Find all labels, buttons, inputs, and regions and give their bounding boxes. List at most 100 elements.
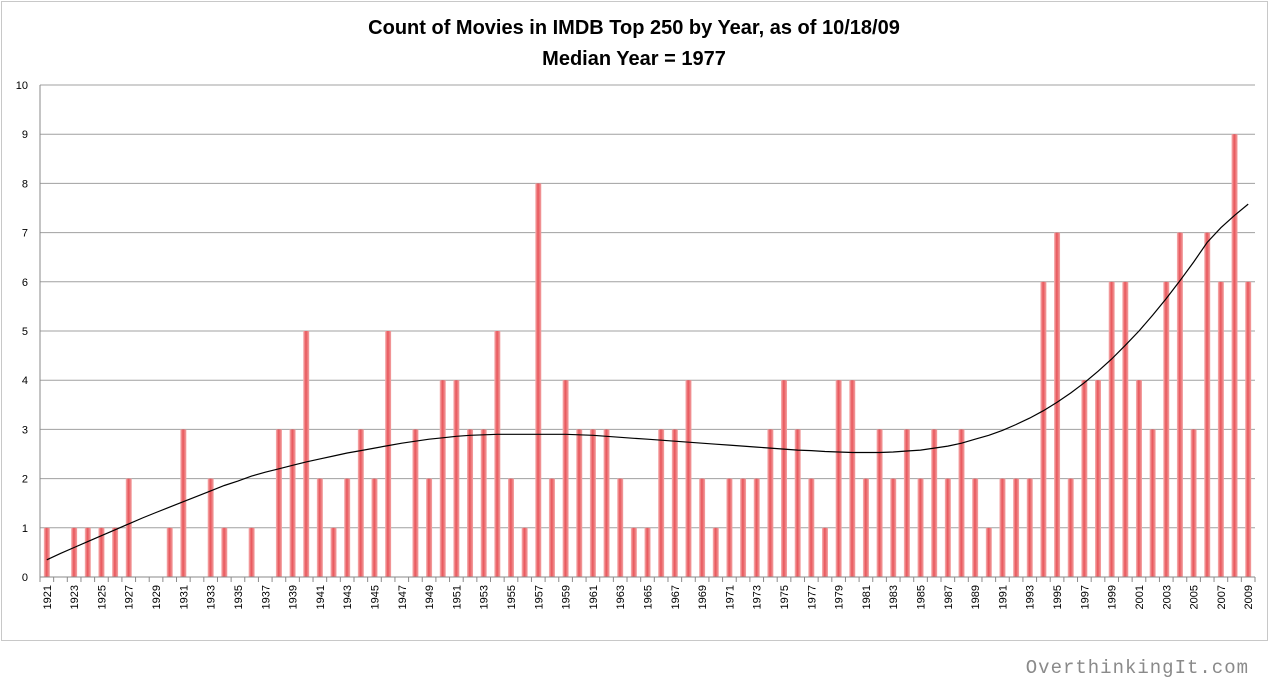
bar-1999	[1108, 281, 1115, 577]
bar-1921	[43, 527, 50, 577]
bar-1976	[794, 429, 801, 577]
x-tick-label: 1955	[506, 585, 518, 609]
trend-line	[46, 203, 1249, 561]
x-tick-label: 1953	[479, 585, 491, 609]
bar-1955	[507, 478, 514, 577]
bar-1972	[740, 478, 747, 577]
x-tick-label: 1981	[861, 585, 873, 609]
x-tick-label: 1959	[561, 585, 573, 609]
x-tick-label: 1989	[970, 585, 982, 609]
bar-1966	[658, 429, 665, 577]
y-tick-label: 8	[22, 178, 28, 190]
bar-1936	[248, 527, 255, 577]
bar-1997	[1081, 380, 1088, 577]
x-tick-label: 1937	[260, 585, 272, 609]
bar-1970	[712, 527, 719, 577]
bar-2006	[1204, 232, 1211, 577]
bar-1987	[944, 478, 951, 577]
x-tick-label: 1975	[779, 585, 791, 609]
x-axis-ticks: 1921 1923 1925 1927 1929 1931 1933 1935 1937 1939…	[42, 585, 1255, 609]
x-tick-label: 1995	[1052, 585, 1064, 609]
bar-1962	[603, 429, 610, 577]
bar-1960	[576, 429, 583, 577]
bar-1992	[1013, 478, 1020, 577]
bar-1945	[371, 478, 378, 577]
bar-2000	[1122, 281, 1129, 577]
bar-1985	[917, 478, 924, 577]
bar-1973	[753, 478, 760, 577]
bar-1927	[125, 478, 132, 577]
x-tick-label: 1925	[96, 585, 108, 609]
watermark: OverthinkingIt.com	[1025, 657, 1249, 679]
bar-1956	[521, 527, 528, 577]
x-tick-label: 1983	[888, 585, 900, 609]
bar-2001	[1135, 380, 1142, 577]
bar-1963	[617, 478, 624, 577]
bar-1974	[767, 429, 774, 577]
bar-1934	[221, 527, 228, 577]
bar-1982	[876, 429, 883, 577]
bar-2005	[1190, 429, 1197, 577]
x-tick-label: 1967	[670, 585, 682, 609]
bar-1968	[685, 380, 692, 577]
bar-1950	[439, 380, 446, 577]
bar-1931	[180, 429, 187, 577]
bar-1964	[630, 527, 637, 577]
bar-1994	[1040, 281, 1047, 577]
bar-2002	[1149, 429, 1156, 577]
y-tick-label: 2	[22, 474, 28, 486]
x-tick-label: 1987	[943, 585, 955, 609]
bar-1986	[931, 429, 938, 577]
x-tick-label: 1993	[1025, 585, 1037, 609]
bar-1954	[494, 331, 501, 577]
x-tick-label: 1945	[369, 585, 381, 609]
bar-1971	[726, 478, 733, 577]
x-tick-label: 1931	[178, 585, 190, 609]
bar-1948	[412, 429, 419, 577]
bar-1951	[453, 380, 460, 577]
chart-subtitle: Median Year = 1977	[542, 48, 726, 70]
x-tick-label: 2001	[1134, 585, 1146, 609]
x-tick-label: 2005	[1189, 585, 1201, 609]
y-tick-label: 6	[22, 277, 28, 289]
x-tick-label: 1941	[315, 585, 327, 609]
bar-1941	[316, 478, 323, 577]
bar-1965	[644, 527, 651, 577]
bar-1952	[467, 429, 474, 577]
x-tick-label: 1957	[533, 585, 545, 609]
bar-1983	[890, 478, 897, 577]
x-tick-label: 1943	[342, 585, 354, 609]
bar-1949	[426, 478, 433, 577]
bar-1967	[671, 429, 678, 577]
x-tick-label: 1961	[588, 585, 600, 609]
bar-1984	[903, 429, 910, 577]
bar-1944	[357, 429, 364, 577]
x-tick-label: 2009	[1243, 585, 1255, 609]
bar-1938	[275, 429, 282, 577]
x-tick-label: 1969	[697, 585, 709, 609]
x-tick-label: 2003	[1161, 585, 1173, 609]
x-tick-label: 1923	[69, 585, 81, 609]
bars	[43, 134, 1252, 577]
bar-1990	[985, 527, 992, 577]
x-tick-label: 1949	[424, 585, 436, 609]
bar-1961	[589, 429, 596, 577]
bar-1942	[330, 527, 337, 577]
bar-1988	[958, 429, 965, 577]
bar-1980	[849, 380, 856, 577]
y-tick-label: 5	[22, 326, 28, 338]
x-tick-label: 1979	[834, 585, 846, 609]
bar-2003	[1163, 281, 1170, 577]
bar-1995	[1054, 232, 1061, 577]
bar-2009	[1245, 281, 1252, 577]
x-tick-label: 1965	[643, 585, 655, 609]
x-tick-label: 1951	[451, 585, 463, 609]
x-tick-label: 1973	[752, 585, 764, 609]
chart-title: Count of Movies in IMDB Top 250 by Year,…	[368, 17, 900, 39]
x-tick-label: 1933	[206, 585, 218, 609]
bar-1977	[808, 478, 815, 577]
y-tick-label: 4	[22, 375, 28, 387]
y-tick-label: 10	[16, 80, 28, 92]
bar-1981	[862, 478, 869, 577]
y-tick-label: 9	[22, 129, 28, 141]
